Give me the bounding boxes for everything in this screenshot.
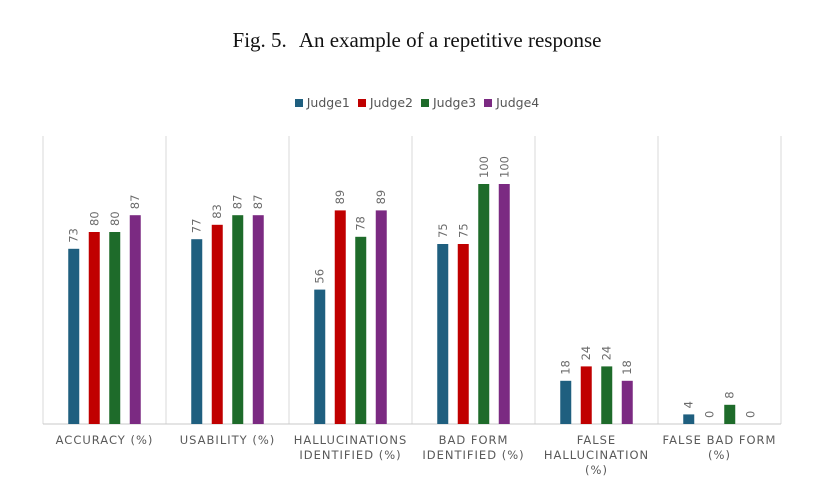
data-label: 0 (702, 411, 716, 418)
bar-judge1 (68, 248, 80, 424)
data-label: 24 (579, 346, 593, 361)
bar-judge2 (334, 210, 346, 424)
data-label: 8 (723, 391, 737, 398)
category-label: FALSE BAD FORM (663, 433, 777, 447)
category-label: USABILITY (%) (180, 433, 275, 447)
data-label: 100 (497, 156, 511, 178)
data-label: 0 (743, 411, 757, 418)
legend-item-judge3: Judge3 (421, 95, 476, 110)
bar-judge4 (375, 210, 387, 424)
bar-judge3 (478, 184, 490, 424)
bar-judge1 (683, 414, 695, 424)
data-label: 89 (374, 190, 388, 205)
data-label: 18 (620, 360, 634, 375)
legend-label: Judge4 (496, 95, 540, 110)
data-label: 56 (313, 269, 327, 284)
figure-title: An example of a repetitive response (298, 28, 602, 52)
data-label: 73 (67, 228, 81, 243)
legend-item-judge1: Judge1 (294, 95, 350, 110)
bar-judge1 (314, 289, 326, 424)
data-label: 78 (354, 216, 368, 231)
data-label: 100 (477, 156, 491, 178)
bar-judge1 (560, 380, 572, 424)
bar-judge2 (88, 232, 100, 424)
category-label: HALLUCINATION (544, 448, 649, 462)
data-label: 75 (456, 223, 470, 238)
category-label: BAD FORM (439, 433, 509, 447)
legend-label: Judge1 (306, 95, 350, 110)
category-label: FALSE (577, 433, 616, 447)
legend-item-judge2: Judge2 (357, 95, 413, 110)
figure-caption: Fig. 5. An example of a repetitive respon… (0, 28, 834, 53)
data-label: 87 (128, 195, 142, 210)
category-label: (%) (585, 463, 608, 477)
legend-item-judge4: Judge4 (484, 95, 539, 110)
legend-label: Judge2 (369, 95, 413, 110)
legend-swatch (357, 99, 366, 107)
bar-judge3 (355, 236, 367, 424)
category-label: IDENTIFIED (%) (422, 448, 524, 462)
bar-judge4 (498, 184, 510, 424)
bar-judge1 (191, 239, 203, 424)
data-label: 24 (600, 346, 614, 361)
data-label: 80 (87, 211, 101, 226)
category-label: ACCURACY (%) (56, 433, 154, 447)
bar-judge3 (724, 404, 736, 424)
legend-swatch (421, 99, 429, 107)
bar-judge3 (109, 232, 121, 424)
data-label: 83 (210, 204, 224, 219)
legend-label: Judge3 (433, 95, 477, 110)
data-label: 87 (251, 195, 265, 210)
bar-judge1 (437, 244, 449, 424)
legend-swatch (294, 99, 303, 107)
data-label: 75 (436, 223, 450, 238)
bar-judge4 (621, 380, 633, 424)
bar-judge3 (232, 215, 244, 424)
data-label: 80 (108, 211, 122, 226)
bar-judge2 (580, 366, 592, 424)
figure-label: Fig. 5. (232, 28, 287, 52)
bar-judge4 (252, 215, 264, 424)
chart-legend: Judge1 Judge2 Judge3 Judge4 (0, 95, 834, 110)
data-label: 18 (559, 360, 573, 375)
legend-swatch (484, 99, 493, 107)
category-label: (%) (708, 448, 731, 462)
bar-judge2 (457, 244, 469, 424)
bar-judge2 (211, 224, 223, 424)
data-label: 77 (190, 219, 204, 234)
bar-judge3 (601, 366, 613, 424)
category-label: IDENTIFIED (%) (299, 448, 401, 462)
category-label: HALLUCINATIONS (294, 433, 408, 447)
data-label: 87 (231, 195, 245, 210)
data-label: 4 (682, 401, 696, 408)
bar-judge4 (129, 215, 141, 424)
data-label: 89 (333, 190, 347, 205)
